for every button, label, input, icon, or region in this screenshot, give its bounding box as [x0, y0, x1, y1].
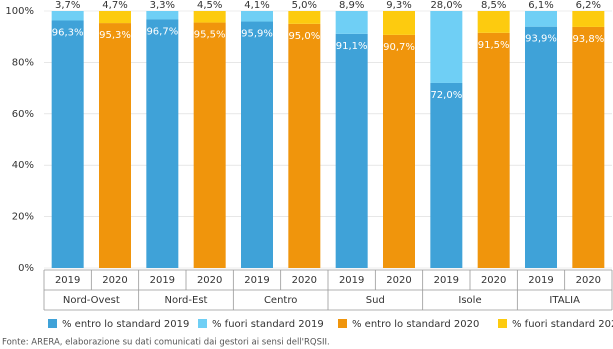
bar-segment: [525, 11, 557, 27]
bar-segment: [430, 82, 463, 269]
x-tick-label: 2020: [102, 275, 127, 286]
bar-segment: [430, 11, 463, 83]
bar-segment: [51, 11, 84, 21]
group-label: Centro: [264, 295, 297, 306]
bar-segment: [572, 11, 605, 27]
x-tick-label: 2019: [528, 275, 553, 286]
x-tick-label: 2019: [244, 275, 269, 286]
group-label: ITALIA: [549, 295, 580, 306]
value-label: 91,5%: [478, 40, 510, 51]
y-tick-label: 40%: [12, 160, 34, 171]
legend-label: % entro lo standard 2019: [62, 319, 189, 330]
legend-swatch: [198, 319, 207, 328]
bar-segment: [288, 11, 321, 24]
bar-segment: [477, 11, 510, 33]
bar-segment: [572, 26, 605, 268]
y-tick-label: 80%: [12, 57, 34, 68]
group-label: Sud: [366, 295, 385, 306]
bar-segment: [383, 11, 415, 35]
legend-swatch: [48, 319, 57, 328]
bar-segment: [193, 22, 226, 268]
value-label: 91,1%: [336, 41, 368, 52]
value-label: 4,1%: [244, 0, 269, 11]
y-tick-label: 0%: [18, 263, 34, 274]
x-tick-label: 2020: [576, 275, 601, 286]
value-label: 3,7%: [55, 0, 80, 11]
value-label: 6,2%: [576, 0, 601, 11]
bar-segment: [383, 34, 415, 268]
value-label: 8,9%: [339, 0, 364, 11]
bar-segment: [241, 21, 273, 268]
value-label: 96,3%: [52, 28, 84, 39]
legend-swatch: [338, 319, 347, 328]
legend-label: % fuori standard 2019: [212, 319, 324, 330]
value-label: 4,7%: [102, 0, 127, 11]
x-tick-label: 2019: [150, 275, 175, 286]
legend-swatch: [498, 319, 507, 328]
value-label: 8,5%: [481, 0, 506, 11]
group-label: Isole: [458, 295, 481, 306]
x-tick-label: 2019: [339, 275, 364, 286]
bar-segment: [335, 33, 368, 268]
value-label: 95,9%: [241, 29, 273, 40]
x-tick-label: 2020: [292, 275, 317, 286]
bar-segment: [335, 11, 368, 34]
bar-segment: [99, 11, 131, 24]
y-tick-label: 20%: [12, 212, 34, 223]
value-label: 9,3%: [386, 0, 411, 11]
value-label: 93,9%: [525, 34, 557, 45]
source: Fonte: ARERA, elaborazione su dati comun…: [2, 338, 330, 348]
bar-segment: [146, 11, 179, 20]
bar-segment: [477, 32, 510, 268]
value-label: 4,5%: [197, 0, 222, 11]
bar-segment: [241, 11, 273, 22]
value-label: 5,0%: [292, 0, 317, 11]
value-label: 6,1%: [528, 0, 553, 11]
value-label: 95,5%: [194, 30, 226, 41]
bar-segment: [288, 23, 321, 268]
x-tick-label: 2019: [434, 275, 459, 286]
value-label: 3,3%: [150, 0, 175, 11]
x-tick-label: 2020: [481, 275, 506, 286]
y-tick-label: 100%: [5, 6, 34, 17]
bar-segment: [51, 20, 84, 268]
bar-segment: [525, 26, 557, 268]
y-tick-label: 60%: [12, 109, 34, 120]
value-label: 72,0%: [430, 90, 462, 101]
legend-label: % fuori standard 2020: [512, 319, 613, 330]
value-label: 90,7%: [383, 42, 415, 53]
x-tick-label: 2019: [55, 275, 80, 286]
x-tick-label: 2020: [386, 275, 411, 286]
group-label: Nord-Ovest: [63, 295, 120, 306]
bar-segment: [99, 23, 131, 269]
value-label: 28,0%: [430, 0, 462, 11]
bar-segment: [193, 11, 226, 23]
legend-label: % entro lo standard 2020: [352, 319, 479, 330]
value-label: 95,0%: [288, 31, 320, 42]
bar-segment: [146, 19, 179, 268]
value-label: 96,7%: [146, 26, 178, 37]
value-label: 95,3%: [99, 30, 131, 41]
group-label: Nord-Est: [165, 295, 208, 306]
x-tick-label: 2020: [197, 275, 222, 286]
value-label: 93,8%: [572, 34, 604, 45]
